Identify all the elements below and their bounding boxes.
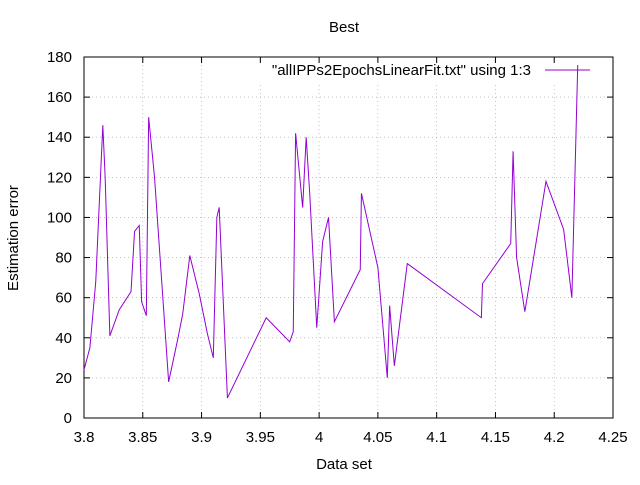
series-layer <box>83 65 579 399</box>
y-tick-label: 60 <box>55 290 72 307</box>
series-line <box>83 65 579 399</box>
y-tick-label: 140 <box>47 129 72 146</box>
y-tick-label: 80 <box>55 250 72 267</box>
legend: "allIPPs2EpochsLinearFit.txt" using 1:3 <box>272 62 590 79</box>
y-tick-label: 180 <box>47 49 72 66</box>
x-tick-label: 4.2 <box>544 429 565 446</box>
y-tick-label: 100 <box>47 209 72 226</box>
x-tick-label: 4.05 <box>363 429 392 446</box>
x-tick-label: 3.85 <box>128 429 157 446</box>
grid-layer <box>84 57 613 418</box>
x-axis-title: Data set <box>316 456 373 473</box>
x-tick-label: 4 <box>315 429 323 446</box>
y-tick-label: 40 <box>55 330 72 347</box>
y-tick-label: 20 <box>55 370 72 387</box>
x-tick-label: 4.1 <box>426 429 447 446</box>
axis-layer: 3.8 3.85 3.9 3.95 4 4.05 4.1 4.15 4.2 4.25 0 20 40 60… <box>47 49 628 446</box>
plot-border <box>83 56 614 419</box>
x-tick-label: 3.9 <box>191 429 212 446</box>
chart-title: Best <box>329 19 360 36</box>
x-tick-label: 4.25 <box>598 429 627 446</box>
x-tick-label: 3.8 <box>74 429 95 446</box>
y-axis-title: Estimation error <box>5 185 22 291</box>
y-tick-label: 160 <box>47 89 72 106</box>
x-tick-label: 3.95 <box>246 429 275 446</box>
y-tick-label: 120 <box>47 169 72 186</box>
y-tick-label: 0 <box>64 410 72 427</box>
legend-label: "allIPPs2EpochsLinearFit.txt" using 1:3 <box>272 62 531 79</box>
x-tick-label: 4.15 <box>481 429 510 446</box>
